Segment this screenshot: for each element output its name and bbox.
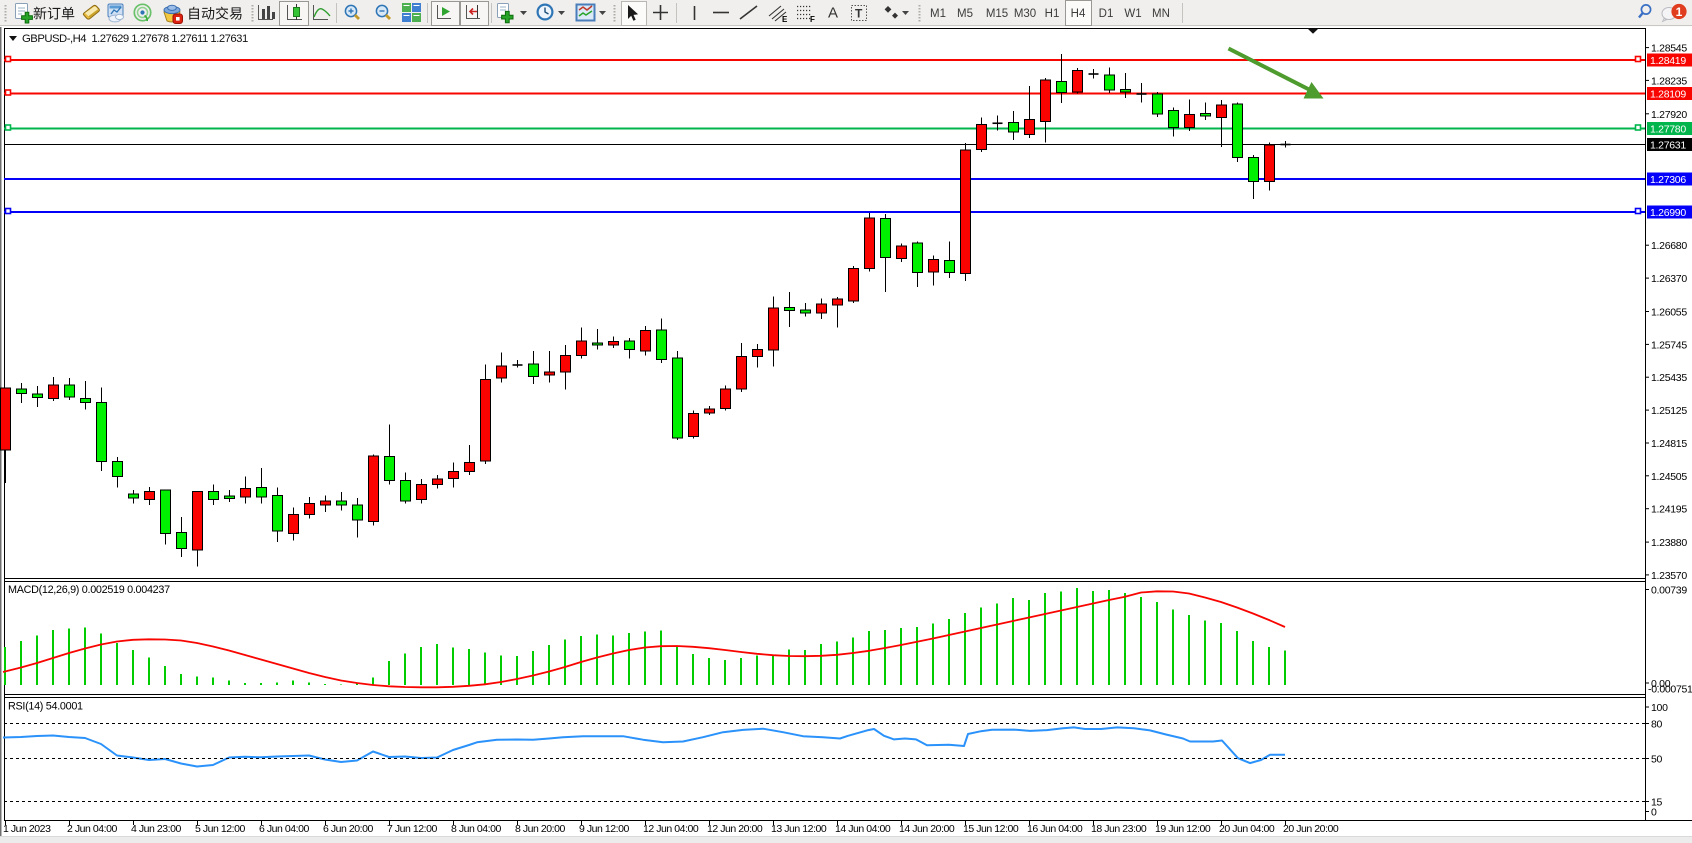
- svg-text:M1: M1: [930, 8, 946, 20]
- svg-text:GBPUSD-,H4 1.27629 1.27678 1.: GBPUSD-,H4 1.27629 1.27678 1.27611 1.276…: [22, 33, 248, 45]
- svg-text:1.26055: 1.26055: [1651, 307, 1687, 319]
- svg-text:14 Jun 04:00: 14 Jun 04:00: [835, 823, 891, 835]
- svg-text:0.00: 0.00: [1651, 678, 1671, 690]
- svg-text:1.26370: 1.26370: [1651, 273, 1687, 285]
- svg-text:1.23880: 1.23880: [1651, 537, 1687, 549]
- svg-text:1.24195: 1.24195: [1651, 504, 1687, 516]
- svg-text:1.25745: 1.25745: [1651, 339, 1687, 351]
- svg-text:80: 80: [1651, 719, 1663, 731]
- svg-text:14 Jun 20:00: 14 Jun 20:00: [899, 823, 955, 835]
- svg-text:E: E: [782, 15, 788, 24]
- svg-text:1.27920: 1.27920: [1651, 109, 1687, 121]
- svg-text:1.27631: 1.27631: [1650, 139, 1686, 151]
- svg-text:2 Jun 04:00: 2 Jun 04:00: [67, 823, 118, 835]
- svg-text:1.28235: 1.28235: [1651, 75, 1687, 87]
- svg-text:16 Jun 04:00: 16 Jun 04:00: [1027, 823, 1083, 835]
- svg-text:12 Jun 20:00: 12 Jun 20:00: [707, 823, 763, 835]
- svg-text:M30: M30: [1014, 8, 1036, 20]
- svg-text:6 Jun 20:00: 6 Jun 20:00: [323, 823, 374, 835]
- svg-text:5 Jun 12:00: 5 Jun 12:00: [195, 823, 246, 835]
- svg-text:7 Jun 12:00: 7 Jun 12:00: [387, 823, 438, 835]
- svg-text:1.25125: 1.25125: [1651, 405, 1687, 417]
- svg-text:1.28419: 1.28419: [1650, 55, 1686, 67]
- svg-text:MN: MN: [1152, 8, 1170, 20]
- svg-text:8 Jun 04:00: 8 Jun 04:00: [451, 823, 502, 835]
- svg-text:15 Jun 12:00: 15 Jun 12:00: [963, 823, 1019, 835]
- svg-text:12 Jun 04:00: 12 Jun 04:00: [643, 823, 699, 835]
- svg-text:1.26680: 1.26680: [1651, 240, 1687, 252]
- svg-text:1.24505: 1.24505: [1651, 471, 1687, 483]
- svg-text:1.26990: 1.26990: [1650, 207, 1686, 219]
- svg-text:6 Jun 04:00: 6 Jun 04:00: [259, 823, 310, 835]
- svg-text:18 Jun 23:00: 18 Jun 23:00: [1091, 823, 1147, 835]
- svg-text:1.28109: 1.28109: [1650, 88, 1686, 100]
- svg-text:19 Jun 12:00: 19 Jun 12:00: [1155, 823, 1211, 835]
- svg-text:W1: W1: [1124, 8, 1141, 20]
- svg-text:1.23570: 1.23570: [1651, 570, 1687, 582]
- svg-text:50: 50: [1651, 754, 1663, 766]
- svg-text:-0.000751: -0.000751: [1648, 684, 1692, 696]
- svg-text:RSI(14) 54.0001: RSI(14) 54.0001: [8, 701, 83, 713]
- svg-text:M15: M15: [986, 8, 1008, 20]
- svg-text:A: A: [828, 5, 838, 22]
- svg-text:9 Jun 12:00: 9 Jun 12:00: [579, 823, 630, 835]
- svg-text:F: F: [810, 15, 815, 24]
- svg-text:1 Jun 2023: 1 Jun 2023: [3, 823, 51, 835]
- svg-text:20 Jun 20:00: 20 Jun 20:00: [1283, 823, 1339, 835]
- svg-text:1.28545: 1.28545: [1651, 43, 1687, 55]
- svg-text:D1: D1: [1099, 8, 1114, 20]
- svg-text:H1: H1: [1045, 8, 1060, 20]
- svg-text:15: 15: [1651, 797, 1663, 809]
- svg-text:13 Jun 12:00: 13 Jun 12:00: [771, 823, 827, 835]
- svg-text:1.27780: 1.27780: [1650, 123, 1686, 135]
- svg-text:4 Jun 23:00: 4 Jun 23:00: [131, 823, 182, 835]
- svg-text:1.27306: 1.27306: [1650, 174, 1686, 186]
- svg-text:H4: H4: [1071, 8, 1086, 20]
- svg-text:M5: M5: [957, 8, 973, 20]
- svg-text:100: 100: [1651, 702, 1668, 714]
- svg-text:T: T: [855, 7, 863, 21]
- svg-text:8 Jun 20:00: 8 Jun 20:00: [515, 823, 566, 835]
- svg-text:0.00739: 0.00739: [1651, 585, 1687, 597]
- svg-text:1.25435: 1.25435: [1651, 372, 1687, 384]
- svg-text:1: 1: [1676, 5, 1683, 19]
- svg-text:MACD(12,26,9) 0.002519 0.00423: MACD(12,26,9) 0.002519 0.004237: [8, 584, 170, 596]
- svg-text:1.24815: 1.24815: [1651, 438, 1687, 450]
- svg-text:20 Jun 04:00: 20 Jun 04:00: [1219, 823, 1275, 835]
- svg-text:0: 0: [1651, 807, 1657, 819]
